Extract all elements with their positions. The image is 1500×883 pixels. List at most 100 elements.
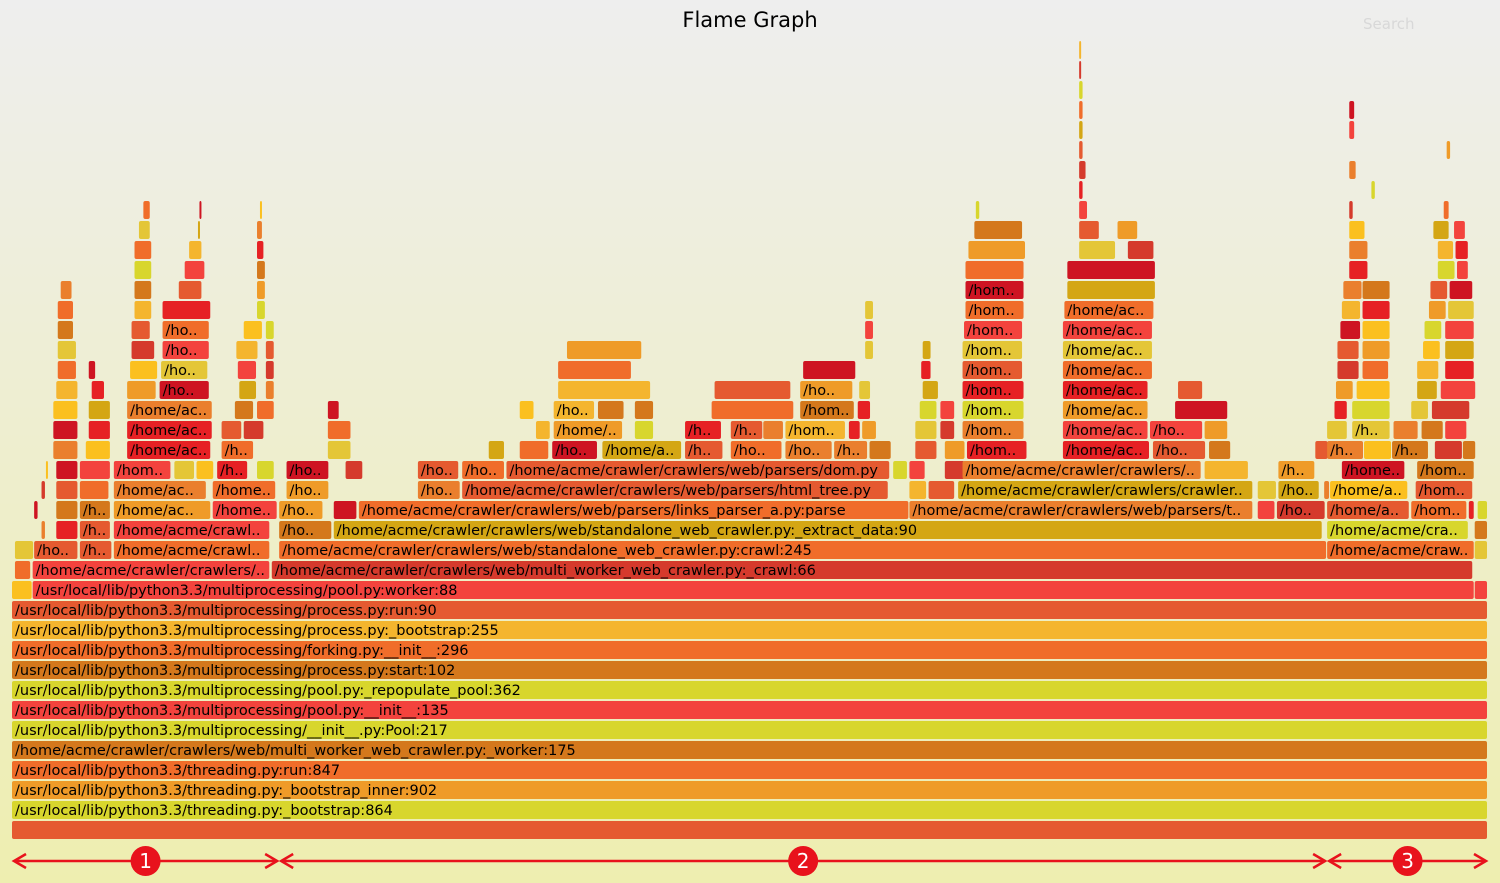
frame-bar[interactable]: [685, 441, 723, 459]
frame-bar[interactable]: [79, 481, 109, 499]
frame-bar[interactable]: [964, 321, 1023, 339]
frame-bar[interactable]: [1327, 441, 1364, 459]
flame-frame[interactable]: [221, 421, 242, 439]
frame-bar[interactable]: [1437, 261, 1455, 279]
flame-frame[interactable]: [893, 461, 907, 479]
flame-frame[interactable]: /ho..: [462, 461, 504, 479]
frame-bar[interactable]: [975, 201, 980, 219]
flame-frame[interactable]: [88, 401, 110, 419]
frame-bar[interactable]: [127, 401, 212, 419]
frame-bar[interactable]: [922, 381, 938, 399]
frame-bar[interactable]: [1424, 321, 1442, 339]
flame-frame[interactable]: [944, 441, 965, 459]
frame-bar[interactable]: [921, 361, 931, 379]
frame-bar[interactable]: [327, 441, 351, 459]
frame-bar[interactable]: [1079, 81, 1083, 99]
frame-bar[interactable]: [1349, 101, 1355, 119]
flame-frame[interactable]: [597, 401, 624, 419]
flame-frame[interactable]: [79, 481, 109, 499]
flame-frame[interactable]: [1079, 121, 1083, 139]
flame-frame[interactable]: [1423, 341, 1440, 359]
flame-frame[interactable]: [968, 241, 1026, 259]
flame-frame[interactable]: /usr/local/lib/python3.3/threading.py:_b…: [12, 781, 1487, 799]
frame-bar[interactable]: [199, 201, 202, 219]
flame-frame[interactable]: [239, 381, 257, 399]
flame-frame[interactable]: [714, 381, 791, 399]
flame-frame[interactable]: [85, 441, 110, 459]
flame-frame[interactable]: [803, 361, 856, 379]
frame-bar[interactable]: [966, 441, 1027, 459]
flame-frame[interactable]: [1443, 201, 1449, 219]
flame-frame[interactable]: [1175, 401, 1228, 419]
flame-frame[interactable]: [1067, 281, 1155, 299]
flame-frame[interactable]: [965, 261, 1024, 279]
flame-frame[interactable]: [257, 241, 264, 259]
frame-bar[interactable]: [327, 401, 339, 419]
frame-bar[interactable]: [1349, 241, 1368, 259]
flame-frame[interactable]: /ho..: [417, 481, 460, 499]
flame-frame[interactable]: [1334, 401, 1347, 419]
flame-frame[interactable]: [131, 321, 150, 339]
flame-frame[interactable]: /hom..: [962, 381, 1024, 399]
flame-frame[interactable]: /h..: [217, 461, 248, 479]
frame-bar[interactable]: [1334, 401, 1347, 419]
frame-bar[interactable]: [800, 401, 854, 419]
frame-bar[interactable]: [1062, 421, 1148, 439]
frame-bar[interactable]: [12, 601, 1487, 619]
flame-frame[interactable]: /home..: [212, 501, 277, 519]
flame-frame[interactable]: [848, 421, 860, 439]
frame-bar[interactable]: [1335, 381, 1353, 399]
flame-frame[interactable]: [257, 221, 262, 239]
flame-frame[interactable]: [1079, 161, 1086, 179]
frame-bar[interactable]: [1437, 241, 1454, 259]
flame-frame[interactable]: [41, 481, 45, 499]
flame-frame[interactable]: /home/acme/crawler/crawlers/web/parsers/…: [462, 481, 888, 499]
frame-bar[interactable]: [1127, 241, 1154, 259]
flame-frame[interactable]: [922, 381, 938, 399]
frame-bar[interactable]: [1362, 281, 1390, 299]
frame-bar[interactable]: [462, 461, 504, 479]
flame-frame[interactable]: /home/acme/crawler/crawlers/web/multi_wo…: [12, 741, 1487, 759]
frame-bar[interactable]: [79, 521, 110, 539]
frame-bar[interactable]: [1411, 401, 1428, 419]
flame-frame[interactable]: /h..: [834, 441, 868, 459]
frame-bar[interactable]: [12, 681, 1487, 699]
flame-frame[interactable]: /hom..: [962, 401, 1024, 419]
frame-bar[interactable]: [1276, 501, 1325, 519]
frame-bar[interactable]: [1434, 441, 1462, 459]
flame-frame[interactable]: [1417, 361, 1439, 379]
flame-frame[interactable]: [1335, 381, 1353, 399]
frame-bar[interactable]: [417, 481, 460, 499]
frame-bar[interactable]: [1079, 101, 1083, 119]
frame-bar[interactable]: [56, 381, 78, 399]
flame-frame[interactable]: [1356, 381, 1390, 399]
flame-frame[interactable]: [519, 441, 549, 459]
flame-frame[interactable]: [259, 201, 262, 219]
flame-frame[interactable]: [162, 301, 211, 319]
flame-frame[interactable]: [257, 401, 274, 419]
flame-frame[interactable]: [257, 301, 265, 319]
flame-frame[interactable]: [940, 421, 955, 439]
flame-frame[interactable]: [57, 321, 73, 339]
flame-frame[interactable]: [1445, 341, 1474, 359]
flame-frame[interactable]: [1411, 401, 1428, 419]
frame-bar[interactable]: [1349, 161, 1356, 179]
frame-bar[interactable]: [12, 581, 32, 599]
flame-frame[interactable]: /usr/local/lib/python3.3/multiprocessing…: [12, 661, 1487, 679]
frame-bar[interactable]: [1457, 261, 1468, 279]
frame-bar[interactable]: [1079, 61, 1082, 79]
frame-bar[interactable]: [1364, 441, 1392, 459]
frame-bar[interactable]: [1079, 141, 1083, 159]
frame-bar[interactable]: [962, 421, 1024, 439]
frame-bar[interactable]: [12, 761, 1487, 779]
flame-frame[interactable]: /home/acme/crawler/crawlers/web/standalo…: [333, 521, 1322, 539]
frame-bar[interactable]: [88, 401, 110, 419]
frame-bar[interactable]: [1392, 441, 1428, 459]
frame-bar[interactable]: [1149, 421, 1203, 439]
frame-bar[interactable]: [221, 421, 242, 439]
frame-bar[interactable]: [968, 241, 1026, 259]
frame-bar[interactable]: [915, 421, 937, 439]
frame-bar[interactable]: [257, 221, 262, 239]
frame-bar[interactable]: [965, 261, 1024, 279]
flame-frame[interactable]: [1079, 181, 1083, 199]
